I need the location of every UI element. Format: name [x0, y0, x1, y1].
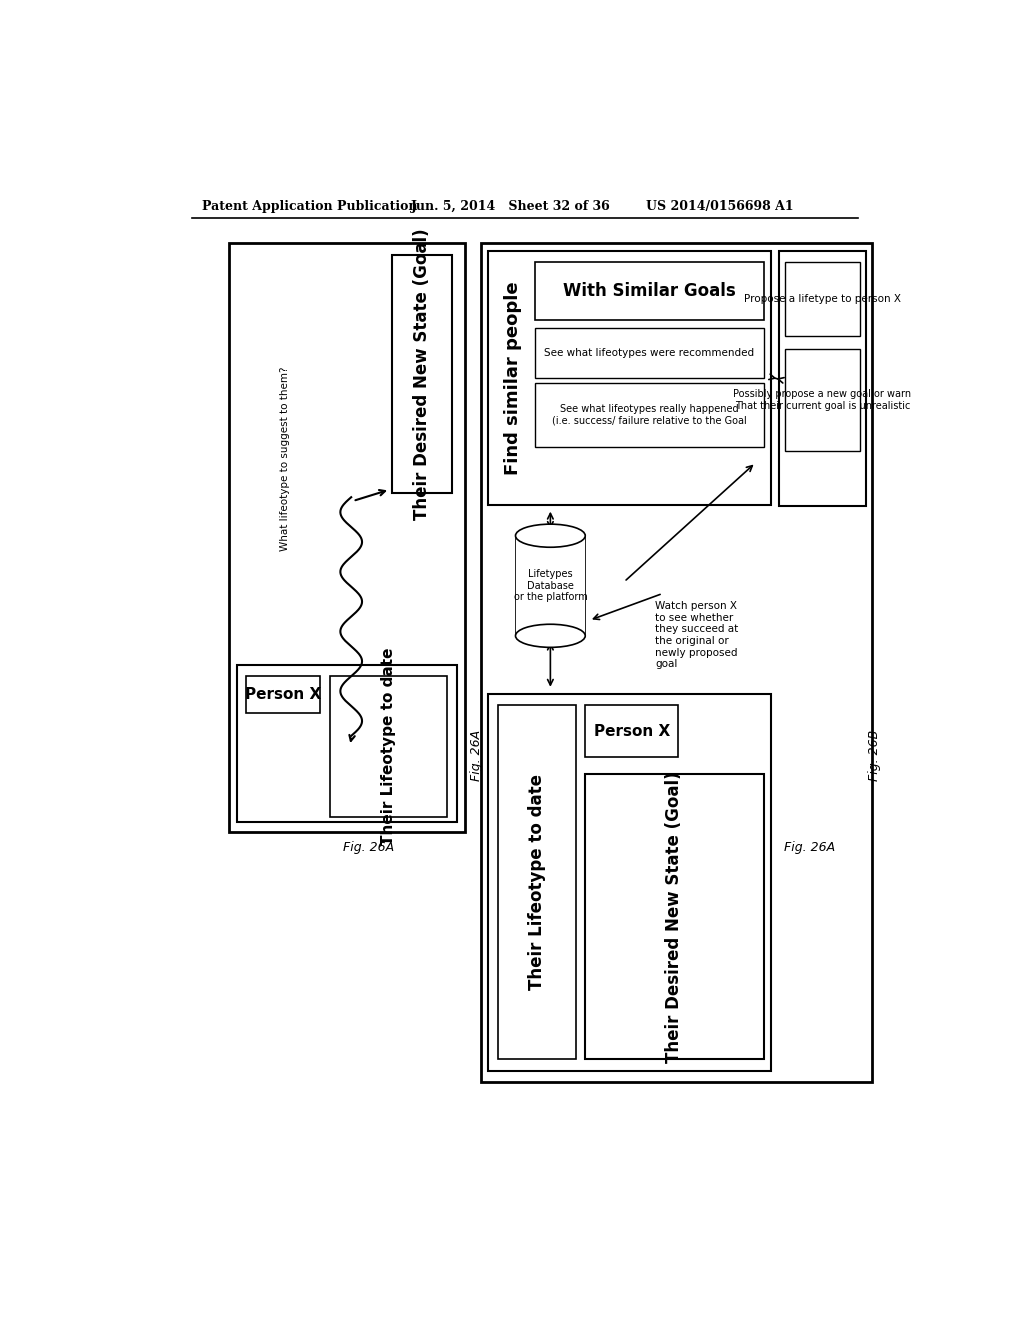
Text: Their Lifeotype to date: Their Lifeotype to date	[527, 775, 546, 990]
FancyBboxPatch shape	[586, 775, 764, 1059]
FancyBboxPatch shape	[228, 243, 465, 832]
Text: Fig. 26B: Fig. 26B	[867, 730, 881, 780]
FancyBboxPatch shape	[330, 676, 447, 817]
Text: What lifeotype to suggest to them?: What lifeotype to suggest to them?	[280, 367, 290, 550]
FancyBboxPatch shape	[535, 327, 764, 378]
Text: With Similar Goals: With Similar Goals	[563, 282, 735, 300]
Ellipse shape	[515, 524, 586, 548]
FancyBboxPatch shape	[480, 243, 872, 1082]
Text: Jun. 5, 2014   Sheet 32 of 36: Jun. 5, 2014 Sheet 32 of 36	[411, 199, 610, 213]
FancyBboxPatch shape	[785, 350, 859, 451]
FancyBboxPatch shape	[779, 251, 866, 507]
FancyBboxPatch shape	[535, 263, 764, 321]
Text: Person X: Person X	[594, 723, 670, 739]
Text: Fig. 26A: Fig. 26A	[470, 730, 483, 780]
Text: Lifetypes
Database
or the platform: Lifetypes Database or the platform	[513, 569, 587, 602]
FancyBboxPatch shape	[535, 383, 764, 447]
Text: Their Lifeotype to date: Their Lifeotype to date	[381, 648, 396, 845]
FancyBboxPatch shape	[515, 536, 586, 636]
FancyBboxPatch shape	[488, 693, 771, 1071]
Ellipse shape	[515, 624, 586, 647]
Text: Person X: Person X	[245, 686, 322, 702]
Text: Propose a lifetype to person X: Propose a lifetype to person X	[743, 294, 901, 304]
Text: US 2014/0156698 A1: US 2014/0156698 A1	[646, 199, 794, 213]
Text: Fig. 26A: Fig. 26A	[343, 841, 394, 854]
Text: Their Desired New State (Goal): Their Desired New State (Goal)	[666, 771, 683, 1063]
FancyBboxPatch shape	[391, 255, 452, 494]
FancyBboxPatch shape	[586, 705, 678, 758]
FancyBboxPatch shape	[785, 263, 859, 335]
Text: Find similar people: Find similar people	[504, 281, 522, 475]
Text: Possibly propose a new goal or warn
That their current goal is unrealistic: Possibly propose a new goal or warn That…	[733, 389, 911, 411]
Text: Watch person X
to see whether
they succeed at
the original or
newly proposed
goa: Watch person X to see whether they succe…	[655, 601, 738, 669]
FancyBboxPatch shape	[246, 676, 321, 713]
Text: See what lifeotypes were recommended: See what lifeotypes were recommended	[544, 348, 755, 358]
Text: Patent Application Publication: Patent Application Publication	[202, 199, 417, 213]
Text: Their Desired New State (Goal): Their Desired New State (Goal)	[413, 228, 431, 520]
FancyBboxPatch shape	[237, 665, 458, 822]
FancyBboxPatch shape	[488, 251, 771, 506]
Text: See what lifeotypes really happened
(i.e. success/ failure relative to the Goal: See what lifeotypes really happened (i.e…	[552, 404, 746, 426]
FancyBboxPatch shape	[498, 705, 575, 1059]
Text: Fig. 26A: Fig. 26A	[784, 841, 836, 854]
